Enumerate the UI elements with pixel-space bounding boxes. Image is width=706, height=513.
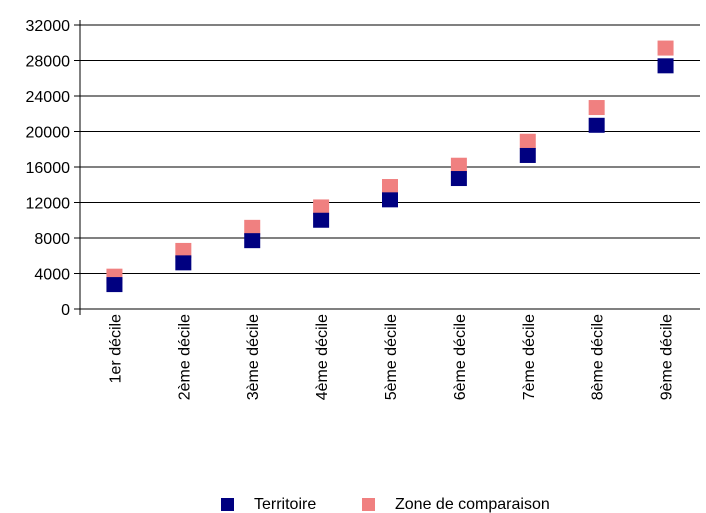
- x-tick-label: 7ème décile: [521, 314, 538, 400]
- zone-de-comparaison-marker: [450, 157, 467, 173]
- x-tick-label: 3ème décile: [245, 314, 262, 400]
- y-tick-label: 24000: [26, 89, 71, 106]
- legend-swatch-zone-de-comparaison: [362, 498, 375, 511]
- y-tick-label: 4000: [34, 267, 70, 284]
- territoire-marker: [175, 255, 192, 271]
- data-marks: [106, 40, 674, 293]
- y-tick-label: 12000: [26, 196, 71, 213]
- zone-de-comparaison-marker: [519, 133, 536, 149]
- y-tick-label: 32000: [26, 18, 71, 35]
- y-tick-label: 16000: [26, 160, 71, 177]
- legend-label-zone-de-comparaison: Zone de comparaison: [395, 496, 550, 513]
- x-tick-label: 9ème décile: [659, 314, 676, 400]
- territoire-marker: [450, 171, 467, 187]
- x-tick-label: 8ème décile: [590, 314, 607, 400]
- decile-chart: 040008000120001600020000240002800032000 …: [26, 18, 700, 400]
- zone-de-comparaison-marker: [382, 179, 398, 195]
- x-tick-label: 5ème décile: [383, 314, 400, 400]
- zone-de-comparaison-marker: [175, 242, 192, 258]
- territoire-marker: [519, 147, 536, 163]
- territoire-marker: [313, 212, 330, 228]
- x-axis-ticks: 1er décile 2ème décile 3ème décile 4ème déc…: [107, 314, 675, 400]
- y-tick-label: 20000: [26, 125, 71, 142]
- zone-de-comparaison-marker: [588, 100, 605, 116]
- y-tick-label: 8000: [34, 231, 70, 248]
- zone-de-comparaison-marker: [244, 219, 261, 235]
- x-tick-label: 6ème décile: [452, 314, 469, 400]
- x-tick-label: 1er décile: [107, 314, 124, 383]
- legend-item-territoire: Territoire: [221, 496, 316, 513]
- y-tick-label: 0: [61, 302, 70, 319]
- y-tick-label: 28000: [26, 54, 71, 71]
- territoire-marker: [657, 58, 674, 74]
- legend-label-territoire: Territoire: [254, 496, 317, 513]
- zone-de-comparaison-marker: [657, 40, 674, 56]
- grid-lines: [74, 20, 700, 315]
- y-axis-ticks: 0 4000 8000 12000 16000 20000 24000 28000 32000: [26, 18, 71, 319]
- x-tick-label: 2ème décile: [176, 314, 193, 400]
- legend: Territoire Zone de comparaison: [0, 496, 706, 513]
- x-tick-label: 4ème décile: [314, 314, 331, 400]
- territoire-marker: [382, 192, 398, 208]
- territoire-marker: [588, 117, 605, 133]
- territoire-marker: [106, 277, 123, 293]
- territoire-marker: [244, 233, 261, 249]
- legend-item-zone-de-comparaison: Zone de comparaison: [362, 496, 550, 513]
- zone-de-comparaison-marker: [313, 199, 330, 215]
- legend-swatch-territoire: [221, 498, 234, 511]
